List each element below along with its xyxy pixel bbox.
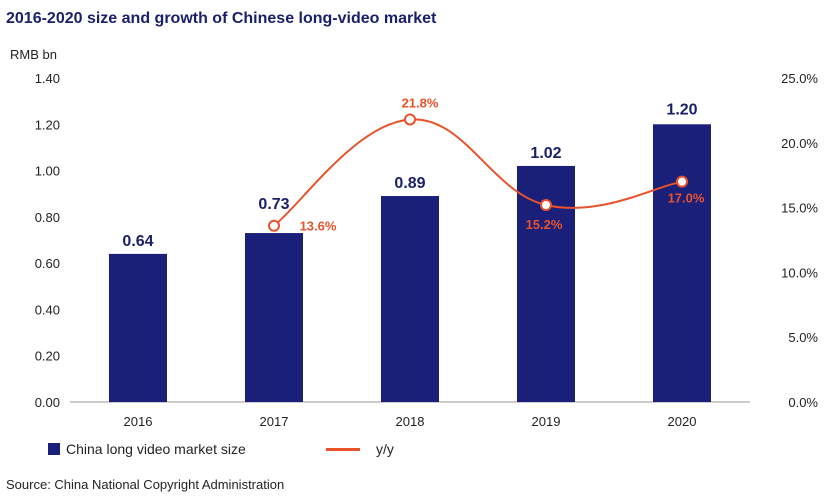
right-tick-label: 10.0% xyxy=(781,265,818,280)
growth-point-2020 xyxy=(676,175,688,188)
chart-title: 2016-2020 size and growth of Chinese lon… xyxy=(6,10,437,27)
growth-value-label: 15.2% xyxy=(526,217,563,232)
growth-point-2017 xyxy=(268,219,280,232)
growth-value-label: 21.8% xyxy=(402,95,439,110)
left-tick-label: 0.80 xyxy=(35,210,60,225)
x-tick-label: 2018 xyxy=(396,414,425,429)
bar-2017 xyxy=(245,233,303,402)
right-axis-ticks: 0.0% 5.0% 10.0% 15.0% 20.0% 25.0% xyxy=(781,71,818,410)
growth-line: 13.6% 21.8% 15.2% 17.0% xyxy=(268,95,705,234)
right-tick-label: 25.0% xyxy=(781,71,818,86)
left-tick-label: 1.40 xyxy=(35,71,60,86)
right-tick-label: 0.0% xyxy=(788,395,818,410)
left-axis-ticks: 0.00 0.20 0.40 0.60 0.80 1.00 1.20 1.40 xyxy=(35,71,60,410)
x-tick-label: 2016 xyxy=(124,414,153,429)
left-tick-label: 0.20 xyxy=(35,349,60,364)
left-tick-label: 1.20 xyxy=(35,117,60,132)
bar-2020 xyxy=(653,124,711,403)
legend-bar-swatch xyxy=(48,443,60,455)
left-tick-label: 0.00 xyxy=(35,395,60,410)
legend-label-market-size: China long video market size xyxy=(66,441,246,457)
bar-value-label: 0.89 xyxy=(394,175,425,192)
growth-value-label: 13.6% xyxy=(300,219,337,234)
x-tick-label: 2019 xyxy=(532,414,561,429)
x-axis-ticks: 2016 2017 2018 2019 2020 xyxy=(124,414,697,429)
bars: 0.64 0.73 0.89 1.02 1.20 xyxy=(109,101,711,403)
bar-2016 xyxy=(109,253,167,402)
growth-point-2018 xyxy=(404,113,416,126)
growth-line-path xyxy=(273,118,683,227)
legend-label-growth: y/y xyxy=(376,441,394,457)
legend-item-market-size: China long video market size xyxy=(48,441,246,457)
chart-canvas: 0.00 0.20 0.40 0.60 0.80 1.00 1.20 1.40 0.0% 5.0… xyxy=(35,71,819,429)
bar-2018 xyxy=(381,196,439,402)
growth-value-label: 17.0% xyxy=(668,191,705,206)
bar-value-label: 1.02 xyxy=(530,145,561,162)
right-tick-label: 15.0% xyxy=(781,201,818,216)
bar-value-label: 0.73 xyxy=(258,196,289,213)
source-note: Source: China National Copyright Adminis… xyxy=(6,477,285,492)
legend-line-swatch xyxy=(326,447,360,451)
y-axis-unit: RMB bn xyxy=(10,47,57,62)
legend: China long video market size y/y xyxy=(0,441,830,463)
left-tick-label: 0.40 xyxy=(35,302,60,317)
legend-item-growth: y/y xyxy=(326,441,394,457)
bar-value-label: 1.20 xyxy=(666,101,697,118)
left-tick-label: 0.60 xyxy=(35,256,60,271)
right-tick-label: 20.0% xyxy=(781,136,818,151)
right-tick-label: 5.0% xyxy=(788,330,818,345)
growth-point-2019 xyxy=(540,199,552,212)
left-tick-label: 1.00 xyxy=(35,164,60,179)
bar-value-label: 0.64 xyxy=(122,233,153,250)
x-tick-label: 2017 xyxy=(260,414,289,429)
x-tick-label: 2020 xyxy=(668,414,697,429)
